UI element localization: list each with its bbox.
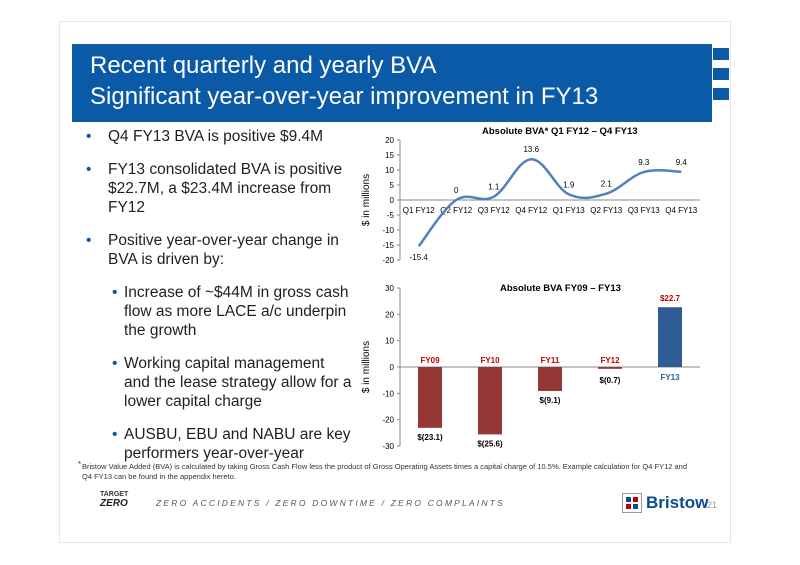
- line-chart-category-label: Q3 FY13: [628, 206, 661, 215]
- bar-chart-ytick-label: 10: [385, 337, 394, 346]
- line-chart-ytick-label: 0: [390, 196, 395, 205]
- bar-chart-ytick-label: 0: [390, 363, 395, 372]
- line-chart-data-label: 9.3: [638, 158, 650, 167]
- line-chart-title: Absolute BVA* Q1 FY12 – Q4 FY13: [482, 126, 638, 137]
- line-chart-ytick-label: -20: [382, 256, 394, 265]
- bullet-item: Q4 FY13 BVA is positive $9.4M: [82, 127, 352, 146]
- sub-bullet-item: Increase of ~$44M in gross cash flow as …: [82, 283, 352, 340]
- line-chart-series-line: [417, 157, 682, 247]
- line-chart-data-label: 2.1: [601, 180, 613, 189]
- line-chart-data-label: 1.1: [488, 183, 500, 192]
- bar-chart-bar: [478, 367, 502, 435]
- line-chart-category-label: Q4 FY12: [515, 206, 548, 215]
- bullet-item: Positive year-over-year change in BVA is…: [82, 231, 352, 269]
- bar-chart-bar: [658, 307, 682, 367]
- footnote-text: Bristow Value Added (BVA) is calculated …: [82, 462, 688, 481]
- line-chart-ytick-label: 5: [390, 181, 395, 190]
- bar-chart-ylabel: $ in millions: [361, 341, 372, 393]
- bar-chart-bar: [418, 367, 442, 428]
- line-chart-ytick-label: 20: [385, 136, 394, 145]
- slide-title-line-2: Significant year-over-year improvement i…: [90, 83, 599, 110]
- bar-chart-bar: [598, 367, 622, 369]
- line-chart-data-label: 13.6: [523, 145, 539, 154]
- bar-chart: $ in millions 30 20 10 0 -10 -20 -30 FY09 $(23.1)…: [361, 284, 700, 451]
- target-zero-word: ZERO: [100, 498, 128, 509]
- line-chart-category-label: Q2 FY13: [590, 206, 623, 215]
- target-zero-label: TARGET: [100, 491, 129, 498]
- bar-chart-ytick-label: -10: [382, 389, 394, 398]
- brand-name: Bristow: [646, 493, 709, 512]
- line-chart-ytick-label: -5: [387, 211, 395, 220]
- slide-title-line-1: Recent quarterly and yearly BVA: [90, 52, 437, 79]
- bullet-item: FY13 consolidated BVA is positive $22.7M…: [82, 160, 352, 217]
- bristow-logo-icon: [622, 493, 642, 513]
- bar-chart-category-label: FY10: [480, 356, 500, 365]
- line-chart-data-label: 0: [454, 186, 459, 195]
- bar-chart-category-label: FY11: [541, 356, 560, 365]
- target-zero-logo: TARGET ZERO: [100, 490, 142, 509]
- line-chart-data-label: -15.4: [410, 253, 429, 262]
- line-chart: $ in millions 20 15 10 5 0 -5 -10 -15 -20 Q1 FY12 Q…: [361, 136, 700, 265]
- bar-chart-category-label: FY09: [420, 356, 440, 365]
- bar-chart-data-label: $(0.7): [600, 376, 621, 385]
- line-chart-category-label: Q2 FY12: [440, 206, 473, 215]
- page-number: 21: [707, 500, 718, 510]
- bar-chart-title: Absolute BVA FY09 – FY13: [500, 283, 621, 294]
- sub-bullet-item: Working capital management and the lease…: [82, 354, 352, 411]
- line-chart-data-label: 1.9: [563, 180, 575, 189]
- line-chart-category-label: Q3 FY12: [478, 206, 511, 215]
- bar-chart-ytick-label: -30: [382, 442, 394, 451]
- decorative-tabs: [712, 40, 730, 122]
- bar-chart-data-label: $(9.1): [540, 396, 561, 405]
- bar-chart-data-label: $22.7: [660, 294, 681, 303]
- line-chart-ytick-label: -10: [382, 226, 394, 235]
- title-bar: [72, 44, 730, 122]
- footer-tagline: ZERO ACCIDENTS / ZERO DOWNTIME / ZERO CO…: [156, 498, 505, 508]
- bar-chart-category-label: FY13: [660, 373, 680, 382]
- line-chart-category-label: Q1 FY12: [403, 206, 436, 215]
- footnote: * Bristow Value Added (BVA) is calculate…: [78, 460, 692, 482]
- line-chart-ylabel: $ in millions: [361, 174, 372, 226]
- line-chart-category-label: Q1 FY13: [553, 206, 586, 215]
- bullet-list: Q4 FY13 BVA is positive $9.4M FY13 conso…: [82, 120, 352, 477]
- bar-chart-data-label: $(23.1): [417, 433, 443, 442]
- line-chart-data-label: 9.4: [676, 158, 688, 167]
- footnote-marker: *: [78, 460, 82, 469]
- bar-chart-ytick-label: 30: [385, 284, 394, 293]
- line-chart-ytick-label: 15: [385, 151, 394, 160]
- line-chart-category-label: Q4 FY13: [665, 206, 698, 215]
- line-chart-ytick-label: -15: [382, 241, 394, 250]
- line-chart-ytick-label: 10: [385, 166, 394, 175]
- bar-chart-data-label: $(25.6): [477, 439, 503, 448]
- sub-bullet-item: AUSBU, EBU and NABU are key performers y…: [82, 425, 352, 463]
- bar-chart-ytick-label: -20: [382, 416, 394, 425]
- bar-chart-category-label: FY12: [600, 356, 620, 365]
- bar-chart-bar: [538, 367, 562, 391]
- bar-chart-ytick-label: 20: [385, 310, 394, 319]
